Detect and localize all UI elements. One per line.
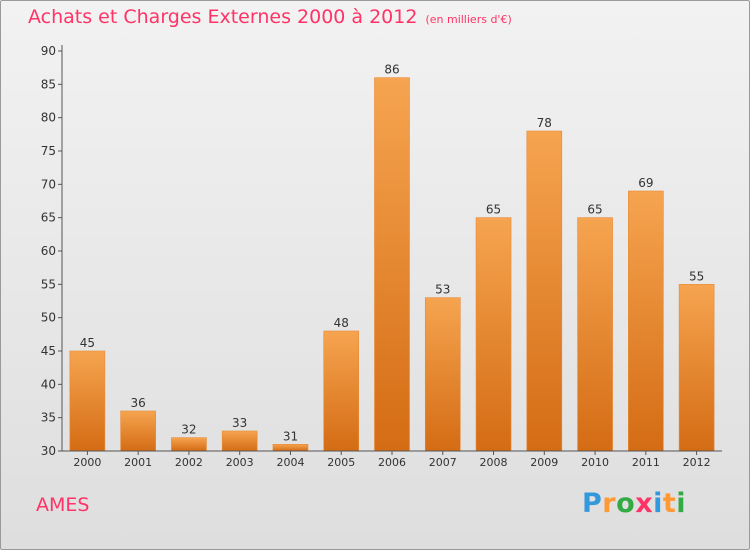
data-label-2006: 86 [384, 63, 399, 77]
y-tick-label-85: 85 [41, 77, 56, 91]
logo-letter: o [616, 488, 636, 519]
x-tick-label-2000: 2000 [73, 456, 101, 469]
data-label-2008: 65 [486, 203, 501, 217]
data-label-2007: 53 [435, 283, 450, 297]
x-tick-label-2002: 2002 [175, 456, 203, 469]
bar-2004 [272, 444, 309, 452]
y-tick-label-40: 40 [41, 377, 56, 391]
data-label-2001: 36 [131, 396, 146, 410]
logo-letter: x [635, 488, 654, 519]
axes-layer: 2000 2001 2002 2003 2004 2005 2006 2007 2008 2009… [41, 44, 722, 469]
data-label-2010: 65 [587, 203, 602, 217]
logo-letter: r [602, 488, 617, 519]
bar-2006 [374, 77, 410, 452]
y-tick-label-55: 55 [41, 277, 56, 291]
data-label-2000: 45 [80, 336, 95, 350]
x-tick-label-2008: 2008 [480, 456, 508, 469]
x-tick-label-2001: 2001 [124, 456, 152, 469]
x-tick-label-2012: 2012 [683, 456, 711, 469]
y-tick-label-70: 70 [41, 177, 56, 191]
x-tick-label-2010: 2010 [581, 456, 609, 469]
bar-2010 [577, 217, 613, 452]
data-label-2009: 78 [537, 116, 552, 130]
bar-2000 [69, 350, 106, 452]
x-tick-label-2007: 2007 [429, 456, 457, 469]
data-label-2004: 31 [283, 429, 298, 443]
y-tick-label-45: 45 [41, 344, 56, 358]
data-label-2011: 69 [638, 176, 653, 190]
y-tick-label-30: 30 [41, 444, 56, 458]
chart-title-unit: (en milliers d'€) [425, 13, 512, 26]
x-tick-label-2006: 2006 [378, 456, 406, 469]
bar-2003 [221, 430, 258, 452]
x-tick-label-2005: 2005 [327, 456, 355, 469]
y-tick-label-90: 90 [41, 44, 56, 58]
x-tick-label-2003: 2003 [226, 456, 254, 469]
y-tick-label-80: 80 [41, 111, 56, 125]
data-label-2012: 55 [689, 269, 704, 283]
logo-letter: t [662, 488, 677, 519]
bar-2009 [526, 130, 563, 452]
bars-layer: 45 36 32 33 31 48 86 53 65 78 65 69 55 [69, 63, 715, 452]
chart-title-main: Achats et Charges Externes 2000 à 2012 [28, 6, 418, 28]
y-tick-label-65: 65 [41, 211, 56, 225]
x-tick-label-2009: 2009 [530, 456, 558, 469]
chart-title: Achats et Charges Externes 2000 à 2012 (e… [28, 6, 512, 28]
bar-2008 [475, 217, 512, 452]
data-label-2005: 48 [334, 316, 349, 330]
bar-2001 [120, 410, 156, 452]
logo-letter: P [582, 488, 603, 519]
bar-2012 [678, 284, 715, 452]
bar-2007 [424, 297, 461, 452]
place-name: AMES [36, 494, 90, 516]
proxiti-logo: Proxiti [582, 488, 686, 519]
bar-2002 [171, 437, 207, 452]
x-tick-label-2011: 2011 [632, 456, 660, 469]
y-tick-label-35: 35 [41, 411, 56, 425]
y-tick-label-50: 50 [41, 311, 56, 325]
logo-letter: i [676, 488, 687, 519]
x-tick-label-2004: 2004 [276, 456, 304, 469]
data-label-2003: 33 [232, 416, 247, 430]
data-label-2002: 32 [181, 423, 196, 437]
logo-letter: i [653, 488, 663, 519]
bar-2005 [323, 330, 360, 452]
bar-2011 [628, 190, 664, 452]
y-tick-label-60: 60 [41, 244, 56, 258]
y-tick-label-75: 75 [41, 144, 56, 158]
